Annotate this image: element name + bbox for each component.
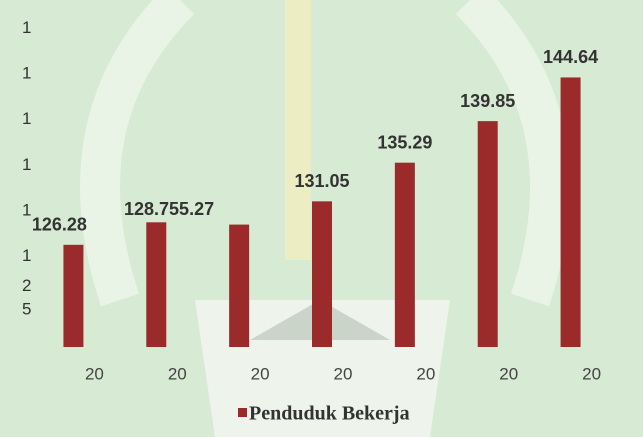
x-tick-label: 20 (582, 364, 601, 383)
data-label: 126.28 (32, 215, 87, 235)
y-tick-label: 1 (22, 200, 31, 219)
x-tick-label: 20 (85, 364, 104, 383)
y-tick-label: 1 (22, 109, 31, 128)
data-label: 131.05 (294, 171, 349, 191)
bar (560, 77, 581, 347)
x-tick-label: 20 (334, 364, 353, 383)
legend-swatch (238, 408, 247, 417)
bar (477, 121, 498, 348)
bar (146, 222, 167, 347)
y-tick-label: 5 (22, 300, 31, 319)
bar (229, 224, 250, 347)
annotation: 128.755.27 (124, 199, 214, 219)
y-tick-label: 1 (22, 18, 31, 37)
x-tick-label: 20 (251, 364, 270, 383)
y-tick-label: 1 (22, 155, 31, 174)
y-tick-label: 2 (22, 276, 31, 295)
data-label: 135.29 (377, 132, 432, 152)
bar (394, 162, 415, 347)
y-tick-label: 1 (22, 246, 31, 265)
x-tick-label: 20 (416, 364, 435, 383)
data-label: 139.85 (460, 91, 515, 111)
x-tick-label: 20 (499, 364, 518, 383)
x-tick-label: 20 (168, 364, 187, 383)
watermark (80, 0, 570, 437)
data-label: 144.64 (543, 47, 598, 67)
bar (312, 201, 332, 347)
legend-label: Penduduk Bekerja (249, 403, 410, 425)
bar (63, 244, 84, 347)
y-tick-label: 1 (22, 64, 31, 83)
